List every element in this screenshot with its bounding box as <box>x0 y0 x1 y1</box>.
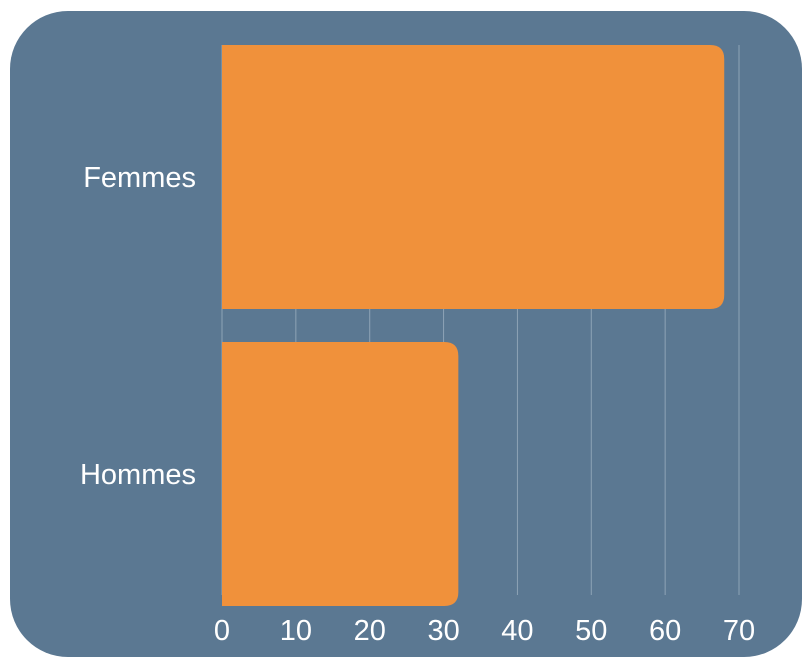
x-tick-label: 60 <box>649 615 681 647</box>
category-labels: Femmes Hommes <box>80 162 196 491</box>
x-tick-label: 50 <box>575 615 607 647</box>
x-tick-label: 40 <box>501 615 533 647</box>
x-tick-label: 20 <box>354 615 386 647</box>
x-tick-label: 70 <box>723 615 755 647</box>
bar-hommes <box>222 342 459 606</box>
category-label-hommes: Hommes <box>80 459 196 491</box>
x-tick-labels: 0 10 20 30 40 50 60 70 <box>214 615 755 647</box>
chart-card: Femmes Hommes 0 10 20 30 40 50 60 70 <box>10 11 802 657</box>
x-tick-label: 10 <box>280 615 312 647</box>
x-tick-label: 30 <box>427 615 459 647</box>
category-label-femmes: Femmes <box>83 162 196 194</box>
bar-femmes <box>222 45 725 309</box>
bars <box>222 45 725 606</box>
bar-chart: Femmes Hommes 0 10 20 30 40 50 60 70 <box>10 11 802 657</box>
x-tick-label: 0 <box>214 615 230 647</box>
